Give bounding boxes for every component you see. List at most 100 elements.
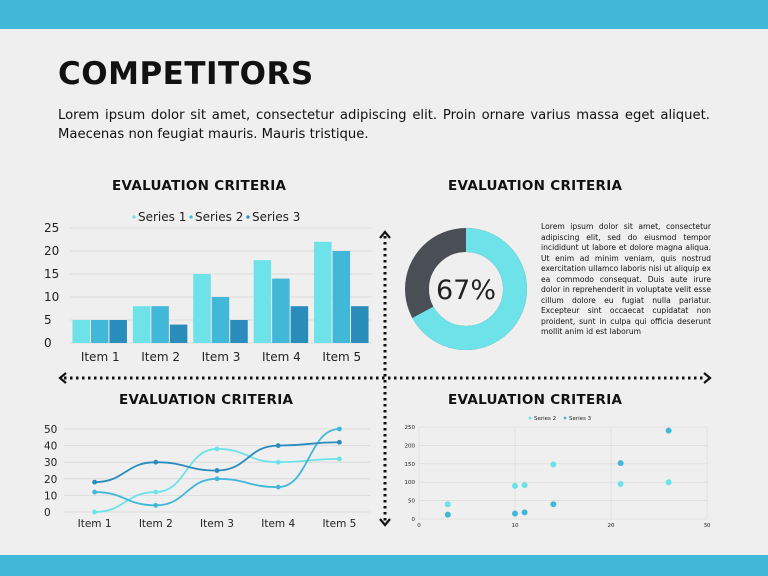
data-point bbox=[153, 489, 159, 495]
data-point bbox=[617, 481, 624, 488]
x-tick-label: Item 1 bbox=[81, 350, 120, 364]
y-tick-label: 0 bbox=[44, 336, 52, 350]
data-point bbox=[665, 479, 672, 486]
arrow-up-icon bbox=[379, 230, 391, 239]
y-tick-label: 30 bbox=[44, 457, 57, 469]
page-title: COMPETITORS bbox=[58, 56, 314, 92]
data-point bbox=[153, 502, 159, 508]
y-tick-label: 0 bbox=[412, 517, 416, 523]
bar bbox=[351, 306, 369, 343]
bar bbox=[230, 320, 248, 343]
data-point bbox=[92, 489, 97, 495]
x-tick-label: Item 2 bbox=[141, 350, 180, 364]
y-tick-label: 40 bbox=[44, 441, 57, 453]
x-tick-label: Item 5 bbox=[322, 350, 361, 364]
legend-label: Series 3 bbox=[252, 210, 300, 224]
bar bbox=[151, 306, 169, 343]
x-tick-label: 10 bbox=[512, 523, 519, 529]
series-line bbox=[94, 448, 340, 513]
y-tick-label: 50 bbox=[44, 424, 57, 436]
data-point bbox=[92, 509, 97, 515]
bar-chart-title: EVALUATION CRITERIA bbox=[112, 178, 287, 194]
x-tick-label: Item 4 bbox=[261, 518, 295, 530]
x-tick-label: 20 bbox=[608, 523, 615, 529]
donut-chart-title: EVALUATION CRITERIA bbox=[448, 178, 623, 194]
x-tick-label: 0 bbox=[417, 523, 421, 529]
data-point bbox=[275, 459, 281, 465]
legend-label: Series 3 bbox=[569, 416, 592, 422]
y-tick-label: 20 bbox=[44, 474, 57, 486]
legend-marker bbox=[246, 215, 250, 219]
y-tick-label: 250 bbox=[405, 425, 416, 431]
y-tick-label: 10 bbox=[44, 290, 59, 304]
data-point bbox=[550, 461, 557, 468]
legend-marker bbox=[528, 416, 532, 420]
data-point bbox=[275, 484, 281, 490]
y-tick-label: 5 bbox=[44, 313, 52, 327]
data-point bbox=[512, 510, 518, 517]
data-point bbox=[337, 456, 342, 462]
data-point bbox=[337, 426, 342, 432]
intro-paragraph: Lorem ipsum dolor sit amet, consectetur … bbox=[58, 108, 710, 142]
data-point bbox=[153, 459, 159, 465]
x-tick-label: Item 1 bbox=[78, 518, 112, 530]
y-tick-label: 50 bbox=[408, 499, 415, 505]
legend-marker bbox=[563, 416, 567, 420]
arrow-down-icon bbox=[379, 518, 391, 527]
bar bbox=[193, 274, 211, 343]
top-band bbox=[0, 0, 768, 29]
legend-label: Series 1 bbox=[138, 210, 186, 224]
y-tick-label: 200 bbox=[405, 443, 416, 449]
data-point bbox=[275, 443, 281, 448]
legend-label: Series 2 bbox=[534, 416, 556, 422]
data-point bbox=[214, 468, 220, 473]
legend-marker bbox=[132, 215, 136, 219]
arrow-left-icon bbox=[58, 372, 67, 384]
x-tick-label: Item 5 bbox=[322, 518, 356, 530]
bar bbox=[332, 251, 351, 343]
bar bbox=[132, 306, 151, 343]
line-chart-title: EVALUATION CRITERIA bbox=[119, 392, 294, 408]
y-tick-label: 25 bbox=[44, 221, 59, 235]
data-point bbox=[214, 476, 220, 482]
legend-marker bbox=[189, 215, 193, 219]
bar bbox=[314, 241, 332, 343]
x-tick-label: Item 4 bbox=[262, 350, 301, 364]
donut-fill bbox=[405, 228, 527, 350]
y-tick-label: 20 bbox=[44, 244, 59, 258]
bar bbox=[272, 278, 290, 343]
data-point bbox=[92, 479, 97, 485]
bar bbox=[169, 324, 188, 343]
x-tick-label: Item 2 bbox=[139, 518, 173, 530]
data-point bbox=[444, 501, 451, 508]
bar bbox=[211, 297, 230, 343]
data-point bbox=[521, 482, 528, 489]
x-tick-label: Item 3 bbox=[200, 518, 234, 530]
y-tick-label: 10 bbox=[44, 490, 57, 502]
legend-label: Series 2 bbox=[195, 210, 243, 224]
data-point bbox=[617, 460, 624, 467]
bar bbox=[109, 320, 127, 343]
y-tick-label: 100 bbox=[405, 480, 416, 486]
x-tick-label: 30 bbox=[704, 523, 711, 529]
data-point bbox=[444, 511, 451, 518]
arrow-right-icon bbox=[703, 372, 712, 384]
data-point bbox=[521, 509, 528, 516]
data-point bbox=[550, 501, 557, 508]
donut-description: Lorem ipsum dolor sit amet, consectetur … bbox=[541, 222, 711, 336]
y-tick-label: 15 bbox=[44, 267, 59, 281]
x-tick-label: Item 3 bbox=[202, 350, 241, 364]
y-tick-label: 150 bbox=[405, 462, 416, 468]
bar bbox=[253, 260, 272, 343]
data-point bbox=[214, 446, 220, 452]
bar bbox=[72, 320, 90, 343]
data-point bbox=[337, 439, 342, 445]
data-point bbox=[665, 427, 672, 434]
scatter-chart-title: EVALUATION CRITERIA bbox=[448, 392, 623, 408]
bar bbox=[290, 306, 309, 343]
